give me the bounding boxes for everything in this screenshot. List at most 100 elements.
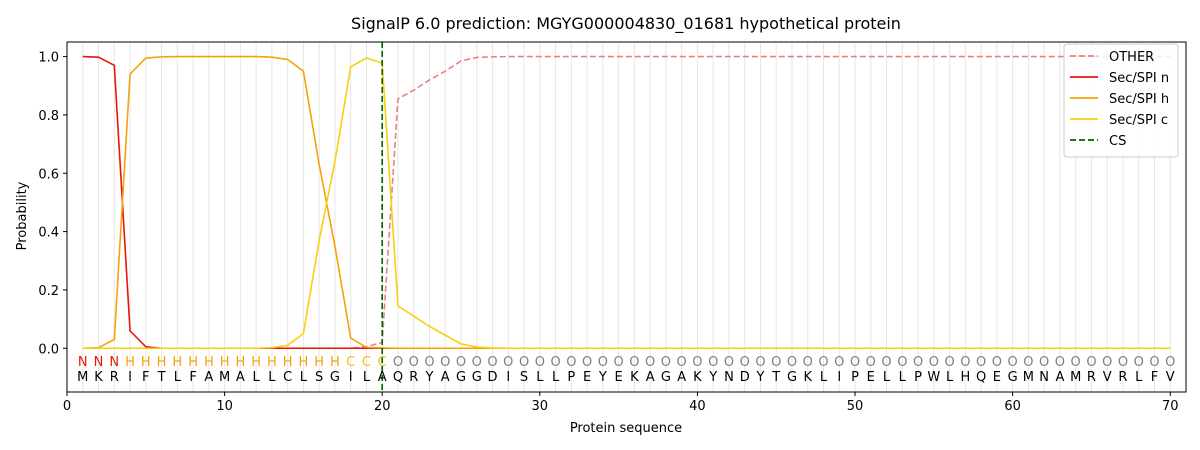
annotation-label: H bbox=[157, 355, 167, 370]
sequence-residue: P bbox=[851, 370, 859, 385]
annotation-label: C bbox=[362, 355, 371, 370]
annotation-label: H bbox=[141, 355, 151, 370]
annotation-label: H bbox=[204, 355, 214, 370]
x-tick-label: 10 bbox=[216, 399, 233, 414]
annotation-label: O bbox=[677, 355, 687, 370]
sequence-residue: F bbox=[189, 370, 196, 385]
sequence-residue: N bbox=[1039, 370, 1049, 385]
y-tick-label: 0.8 bbox=[38, 109, 59, 124]
annotation-label: O bbox=[834, 355, 844, 370]
y-tick-label: 0.2 bbox=[38, 284, 59, 299]
annotation-label: O bbox=[645, 355, 655, 370]
sequence-residue: L bbox=[883, 370, 891, 385]
legend-label: Sec/SPI c bbox=[1109, 113, 1168, 128]
y-tick-label: 0.4 bbox=[38, 226, 59, 241]
sequence-residue: F bbox=[1151, 370, 1158, 385]
sequence-residue: A bbox=[204, 370, 213, 385]
annotation-label: O bbox=[393, 355, 403, 370]
annotation-label: O bbox=[472, 355, 482, 370]
sequence-residue: P bbox=[567, 370, 575, 385]
sequence-residue: G bbox=[472, 370, 482, 385]
sequence-residue: M bbox=[219, 370, 230, 385]
annotation-label: H bbox=[283, 355, 293, 370]
annotation-label: O bbox=[487, 355, 497, 370]
sequence-residue: P bbox=[914, 370, 922, 385]
x-tick-label: 0 bbox=[63, 399, 71, 414]
sequence-residue: S bbox=[315, 370, 323, 385]
sequence-residue: G bbox=[661, 370, 671, 385]
annotation-label: O bbox=[1039, 355, 1049, 370]
sequence-residue: L bbox=[899, 370, 907, 385]
y-tick-label: 0.0 bbox=[38, 342, 59, 357]
sequence-residue: Y bbox=[755, 370, 764, 385]
sequence-residue: L bbox=[268, 370, 276, 385]
annotation-label: O bbox=[1055, 355, 1065, 370]
x-tick-label: 50 bbox=[847, 399, 864, 414]
sequence-residue: S bbox=[520, 370, 528, 385]
legend-label: CS bbox=[1109, 134, 1126, 149]
annotation-label: O bbox=[1071, 355, 1081, 370]
sequence-residue: L bbox=[1135, 370, 1143, 385]
sequence-residue: W bbox=[927, 370, 940, 385]
sequence-residue: R bbox=[1087, 370, 1096, 385]
sequence-residue: R bbox=[409, 370, 418, 385]
series-lines bbox=[82, 42, 1171, 392]
legend-label: OTHER bbox=[1109, 50, 1154, 65]
annotation-label: O bbox=[1102, 355, 1112, 370]
sequence-residue: Y bbox=[708, 370, 717, 385]
x-tick-label: 20 bbox=[374, 399, 391, 414]
y-axis-label: Probability bbox=[15, 181, 30, 250]
annotation-label: O bbox=[503, 355, 513, 370]
legend-label: Sec/SPI h bbox=[1109, 92, 1169, 107]
annotation-label: O bbox=[1008, 355, 1018, 370]
sequence-residue: G bbox=[330, 370, 340, 385]
sequence-residue: E bbox=[583, 370, 591, 385]
x-tick-label: 40 bbox=[689, 399, 706, 414]
sequence-residue: M bbox=[1070, 370, 1081, 385]
annotation-label: O bbox=[582, 355, 592, 370]
annotation-label: O bbox=[1165, 355, 1175, 370]
annotation-label: O bbox=[992, 355, 1002, 370]
sequence-residue: T bbox=[157, 370, 166, 385]
sequence-residue: I bbox=[349, 370, 353, 385]
annotation-label: O bbox=[440, 355, 450, 370]
annotation-label: O bbox=[598, 355, 608, 370]
annotation-label: O bbox=[1149, 355, 1159, 370]
sequence-residue: N bbox=[724, 370, 734, 385]
annotation-label: H bbox=[235, 355, 245, 370]
sequence-residue: I bbox=[837, 370, 841, 385]
series-line-sec-spi-c bbox=[82, 57, 1171, 350]
annotation-label: O bbox=[881, 355, 891, 370]
annotation-label: H bbox=[330, 355, 340, 370]
sequence-residue: V bbox=[1103, 370, 1112, 385]
sequence-residue: I bbox=[128, 370, 132, 385]
annotation-label: O bbox=[818, 355, 828, 370]
sequence-residue: Q bbox=[976, 370, 986, 385]
sequence-residue: L bbox=[946, 370, 954, 385]
sequence-residue: G bbox=[1008, 370, 1018, 385]
annotation-label: H bbox=[188, 355, 198, 370]
sequence-residue: A bbox=[378, 370, 387, 385]
sequence-residue: M bbox=[77, 370, 88, 385]
x-tick-label: 30 bbox=[532, 399, 549, 414]
sequence-residue: E bbox=[993, 370, 1001, 385]
annotation-label: O bbox=[456, 355, 466, 370]
sequence-residue: L bbox=[253, 370, 261, 385]
annotation-label: O bbox=[740, 355, 750, 370]
sequence-residue: I bbox=[506, 370, 510, 385]
sequence-residue: G bbox=[787, 370, 797, 385]
x-tick-label: 60 bbox=[1004, 399, 1021, 414]
annotation-label: H bbox=[314, 355, 324, 370]
annotation-label: O bbox=[535, 355, 545, 370]
annotation-label: O bbox=[1134, 355, 1144, 370]
sequence-residue: K bbox=[803, 370, 812, 385]
sequence-residue: K bbox=[693, 370, 702, 385]
annotation-label: O bbox=[803, 355, 813, 370]
annotation-label: O bbox=[661, 355, 671, 370]
sequence-residue: L bbox=[820, 370, 828, 385]
sequence-residue: A bbox=[677, 370, 686, 385]
annotation-label: O bbox=[692, 355, 702, 370]
y-tick-label: 1.0 bbox=[38, 51, 59, 66]
